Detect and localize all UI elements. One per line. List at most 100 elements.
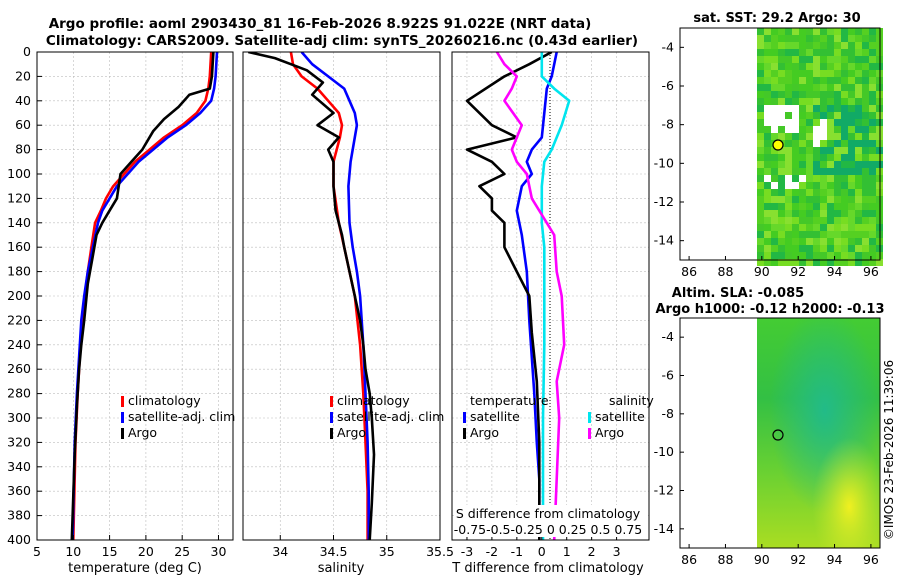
- sst-map-title: sat. SST: 29.2 Argo: 30: [693, 11, 860, 26]
- y-tick-label: 20: [15, 68, 31, 83]
- x-tick-label: -3: [461, 544, 473, 559]
- y-tick-label: 320: [7, 434, 31, 449]
- map-x-tick-label: 88: [718, 552, 734, 567]
- salinity-xlabel: salinity: [318, 561, 365, 576]
- series-line-temperature-argo: [465, 52, 553, 540]
- map-x-tick-label: 94: [827, 264, 843, 279]
- x-tick-label: 30: [211, 544, 227, 559]
- legend-swatch: [588, 428, 591, 439]
- map-y-tick-label: -4: [662, 39, 675, 54]
- legend-swatch: [121, 428, 124, 439]
- legend-swatch: [330, 396, 333, 407]
- sst-argo-marker: [772, 139, 784, 151]
- legend-label: Argo: [128, 425, 157, 440]
- map-x-tick-label: 92: [790, 264, 806, 279]
- series-line-satellite-adj-clim: [71, 52, 219, 540]
- map-y-tick-label: -14: [654, 521, 674, 536]
- y-tick-label: 0: [23, 44, 31, 59]
- x-tick-label: 15: [102, 544, 118, 559]
- temperature-xlabel: temperature (deg C): [68, 561, 202, 576]
- y-tick-label: 100: [7, 166, 31, 181]
- series-line-argo: [248, 52, 376, 540]
- y-tick-label: 300: [7, 410, 31, 425]
- legend-label: Argo: [595, 425, 624, 440]
- map-y-tick-label: -14: [654, 233, 674, 248]
- legend-label: climatology: [128, 393, 201, 408]
- sla-argo-marker: [772, 429, 784, 441]
- y-tick-label: 120: [7, 190, 31, 205]
- map-y-tick-label: -6: [662, 78, 675, 93]
- legend-label: climatology: [337, 393, 410, 408]
- map-x-tick-label: 90: [754, 552, 770, 567]
- x-tick-label: 34.5: [320, 544, 348, 559]
- legend-swatch: [121, 412, 124, 423]
- x-tick-label: 0: [538, 544, 546, 559]
- legend-label: satellite: [595, 409, 645, 424]
- x-tick-label: 1: [563, 544, 571, 559]
- y-tick-label: 360: [7, 483, 31, 498]
- x-tick-label: 35.5: [426, 544, 454, 559]
- map-x-tick-label: 96: [863, 552, 879, 567]
- legend-swatch: [588, 412, 591, 423]
- watermark: ©IMOS 23-Feb-2026 11:39:06: [882, 360, 896, 540]
- legend-swatch: [463, 412, 466, 423]
- legend-swatch: [121, 396, 124, 407]
- series-line-salinity-argo: [495, 52, 566, 540]
- x-tick-label: -2: [486, 544, 498, 559]
- legend-label: Argo: [337, 425, 366, 440]
- map-y-tick-label: -4: [662, 329, 675, 344]
- x-tick-label: -1: [511, 544, 523, 559]
- legend-label: satellite-adj. clim: [337, 409, 444, 424]
- x-tick-label: 10: [65, 544, 81, 559]
- x-tick-label: 25: [174, 544, 190, 559]
- legend-label: Argo: [470, 425, 499, 440]
- difference-top-xticks: -0.75-0.5-0.25 0 0.25 0.5 0.75: [454, 522, 642, 537]
- x-tick-label: 5: [33, 544, 41, 559]
- legend-title-temperature: temperature: [470, 393, 549, 408]
- y-tick-label: 60: [15, 117, 31, 132]
- legend-title-salinity: salinity: [609, 393, 654, 408]
- y-tick-label: 220: [7, 312, 31, 327]
- series-line-argo: [70, 52, 215, 540]
- series-line-salinity-satellite: [540, 52, 571, 540]
- x-tick-label: 35: [379, 544, 395, 559]
- title-line1: Argo profile: aoml 2903430_81 16-Feb-202…: [49, 16, 592, 32]
- map-x-tick-label: 92: [790, 552, 806, 567]
- x-tick-label: 34: [272, 544, 288, 559]
- sla-map-subtitle: Argo h1000: -0.12 h2000: -0.13: [655, 302, 884, 317]
- difference-panel: -3 -2 -1 0 1 2 3 T difference from climatology…: [451, 51, 654, 576]
- x-tick-label: 20: [138, 544, 154, 559]
- map-x-tick-label: 96: [863, 264, 879, 279]
- y-tick-label: 280: [7, 386, 31, 401]
- sst-map-panel: sat. SST: 29.2 Argo: 30 86 88 90 92 94 96 -4 -6…: [654, 11, 883, 279]
- y-tick-label: 80: [15, 142, 31, 157]
- y-tick-label: 260: [7, 361, 31, 376]
- y-tick-label: 180: [7, 264, 31, 279]
- map-x-tick-label: 88: [718, 264, 734, 279]
- map-y-tick-label: -12: [654, 194, 674, 209]
- map-y-tick-label: -12: [654, 483, 674, 498]
- series-line-temperature-satellite: [515, 52, 558, 540]
- difference-top-xlabel: S difference from climatology: [456, 506, 641, 521]
- y-tick-label: 340: [7, 459, 31, 474]
- sla-map-panel: Altim. SLA: -0.085 Argo h1000: -0.12 h20…: [654, 286, 885, 567]
- salinity-panel: 34 34.5 35 35.5 salinity climatologysatelli…: [242, 51, 454, 576]
- map-y-tick-label: -10: [654, 444, 674, 459]
- legend-label: satellite-adj. clim: [128, 409, 235, 424]
- map-y-tick-label: -8: [662, 406, 675, 421]
- legend-swatch: [330, 412, 333, 423]
- map-y-tick-label: -8: [662, 117, 675, 132]
- y-tick-label: 380: [7, 508, 31, 523]
- legend-swatch: [330, 428, 333, 439]
- legend-swatch: [463, 428, 466, 439]
- map-x-tick-label: 94: [827, 552, 843, 567]
- map-x-tick-label: 86: [681, 264, 697, 279]
- x-tick-label: 3: [613, 544, 621, 559]
- y-tick-label: 400: [7, 532, 31, 547]
- series-line-satellite-adj-clim: [300, 52, 371, 540]
- temperature-panel: 0 20 40 60 80 100 120 140 160 180 200 220 240 260 280 3…: [7, 44, 235, 576]
- map-y-tick-label: -10: [654, 155, 674, 170]
- map-x-tick-label: 86: [681, 552, 697, 567]
- y-tick-label: 200: [7, 288, 31, 303]
